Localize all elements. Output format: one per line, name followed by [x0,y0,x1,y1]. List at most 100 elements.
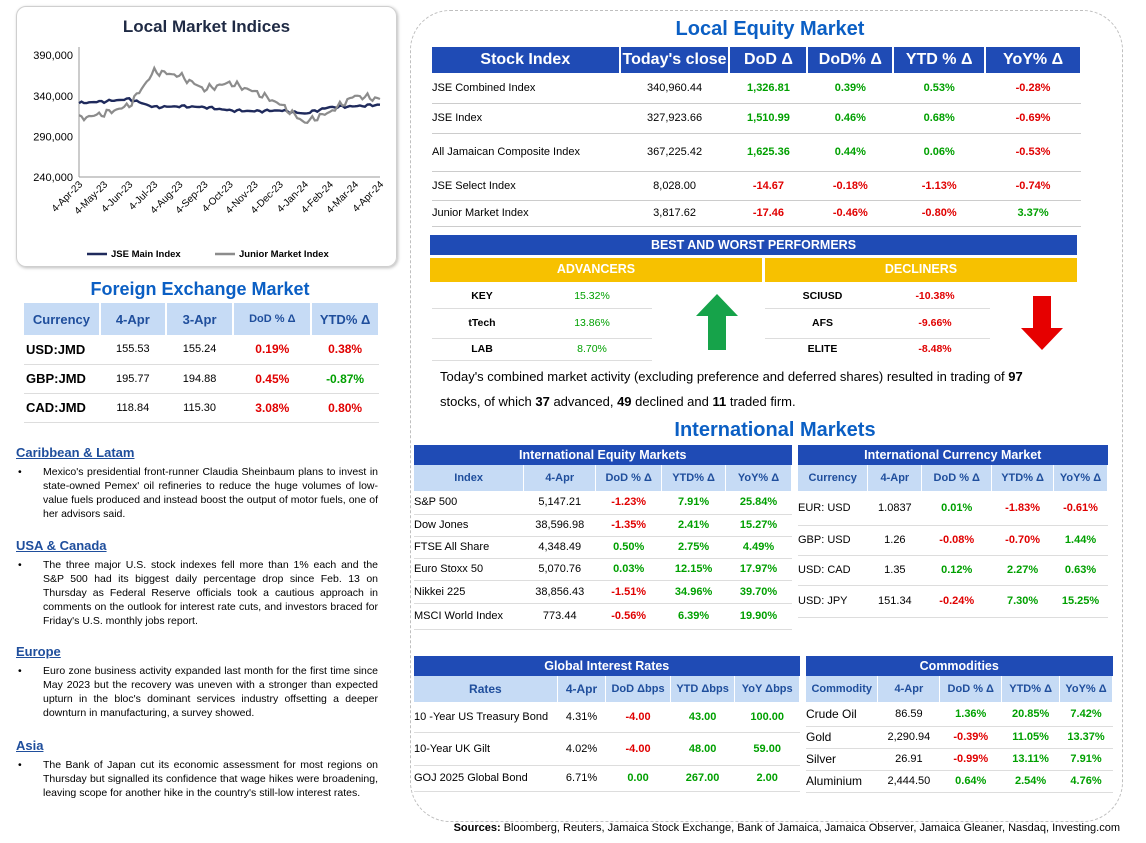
commodity-row: Gold 2,290.94 -0.39% 11.05% 13.37% [806,726,1113,749]
ie-ytd: 12.15% [661,558,726,581]
ie-label: Nikkei 225 [414,580,524,604]
commodity-value: 2,444.50 [877,770,940,793]
commodity-header: Commodity [806,676,879,702]
ic-value: 151.34 [867,585,922,618]
advancer-symbol: tTech [432,308,532,339]
local-market-indices-chart: Local Market Indices 390,000 340,000 290,0… [16,6,397,267]
advancer-pct: 15.32% [532,284,652,309]
summary-advanced: 37 [535,394,550,409]
summary-text: stocks, of which [440,394,536,409]
ic-dod: -0.08% [921,525,992,556]
news-heading: USA & Canada [16,538,107,553]
le-dod: -14.67 [729,171,808,201]
ie-ytd: 6.39% [661,603,726,630]
commodity-value: 86.59 [877,702,940,727]
le-header: YoY% Δ [985,47,1082,73]
advancer-pct: 8.70% [532,338,652,361]
commodity-dod: 1.36% [939,702,1002,727]
fx-value: 194.88 [165,364,234,394]
sources-text: Bloomberg, Reuters, Jamaica Stock Exchan… [500,822,1120,834]
local-equity-table: Stock Index Today's close DoD Δ DoD% Δ Y… [432,47,1082,227]
commodities-table: Commodities Commodity 4-Apr DoD % Δ YTD%… [806,656,1113,793]
ie-row: Dow Jones 38,596.98 -1.35% 2.41% 15.27% [414,514,792,537]
fx-currency: USD:JMD [24,335,100,365]
le-ytd: -0.80% [893,200,986,227]
advancer-symbol: KEY [432,284,532,309]
ie-dod: -1.51% [595,580,662,604]
decliner-pct: -9.66% [918,317,952,329]
le-header: DoD Δ [729,47,809,73]
le-yoy: -0.69% [985,103,1081,134]
ie-value: 38,856.43 [523,580,596,604]
ic-yoy: -0.61% [1053,491,1108,526]
decliner-pct: -8.48% [918,343,952,356]
ic-header: YTD% Δ [991,465,1055,491]
y-tick-label: 340,000 [33,91,73,103]
fx-row: USD:JMD 155.53 155.24 0.19% 0.38% [24,335,379,365]
ic-label: USD: CAD [798,555,868,586]
ie-yoy: 4.49% [725,536,792,559]
summary-firm: 11 [712,394,727,409]
le-header: YTD % Δ [893,47,987,73]
y-tick-label: 390,000 [33,50,73,62]
advancer-row: LAB 8.70% [432,338,652,361]
le-header: Stock Index [432,47,621,73]
commodity-yoy: 7.42% [1059,702,1113,727]
commodity-label: Silver [806,748,878,771]
commodity-label: Aluminium [806,770,878,793]
bullet-icon: • [18,665,22,677]
le-close: 3,817.62 [619,200,730,227]
rates-header: YoY Δbps [734,676,800,702]
intl-equity-title: International Equity Markets [414,445,792,465]
y-tick-label: 240,000 [33,172,73,184]
decliner-row: AFS -9.66% [765,308,990,338]
commodity-label: Gold [806,726,878,749]
ic-header: DoD % Δ [921,465,993,491]
commodity-ytd: 13.11% [1001,748,1060,771]
ie-label: Dow Jones [414,514,524,537]
news-usa: USA & Canada • The three major U.S. stock… [16,538,378,628]
sources-label: Sources: [453,822,501,834]
le-ytd: -1.13% [893,171,986,201]
news-asia: Asia • The Bank of Japan cut its economic… [16,738,378,800]
ie-label: MSCI World Index [414,603,524,630]
ic-ytd: -0.70% [991,525,1054,556]
le-row: JSE Select Index 8,028.00 -14.67 -0.18% … [432,171,1081,201]
le-close: 8,028.00 [619,171,730,201]
ie-dod: -0.56% [595,603,662,630]
legend-label: JSE Main Index [111,249,181,260]
rates-label: 10-Year UK Gilt [414,732,558,766]
ie-yoy: 15.27% [725,514,792,537]
summary-declined: 49 [617,394,632,409]
rates-row: 10-Year UK Gilt 4.02% -4.00 48.00 59.00 [414,732,800,766]
intl-equity-table: International Equity Markets Index 4-Apr… [414,445,792,630]
ic-dod: 0.12% [921,555,992,586]
market-summary: Today's combined market activity (exclud… [440,364,1080,414]
ic-value: 1.0837 [867,491,922,526]
fx-dod: 0.19% [233,335,312,365]
decliner-pct: -10.38% [915,289,955,302]
right-panel-border [410,10,1123,822]
commodity-dod: -0.39% [939,726,1002,749]
advancer-row: tTech 13.86% [432,308,652,339]
bullet-icon: • [18,559,22,571]
le-yoy: 3.37% [985,200,1081,227]
rates-label: 10 -Year US Treasury Bond [414,702,558,733]
commodity-value: 2,290.94 [877,726,940,749]
fx-value: 115.30 [165,393,234,423]
rates-value: 4.31% [557,702,606,733]
summary-text: traded firm. [726,394,796,409]
commodity-value: 26.91 [877,748,940,771]
local-equity-title: Local Equity Market [675,18,865,40]
le-row: All Jamaican Composite Index 367,225.42 … [432,133,1081,172]
commodity-row: Crude Oil 86.59 1.36% 20.85% 7.42% [806,702,1113,727]
le-dodp: -0.18% [807,171,894,201]
ie-label: S&P 500 [414,491,524,515]
chart-title: Local Market Indices [122,17,291,36]
fx-header: 3-Apr [165,303,235,335]
news-heading: Caribbean & Latam [16,445,135,460]
rates-dod: -4.00 [605,732,671,766]
le-yoy: -0.28% [985,73,1081,104]
ic-value: 1.26 [867,525,922,556]
fx-ytd: -0.87% [311,364,379,394]
